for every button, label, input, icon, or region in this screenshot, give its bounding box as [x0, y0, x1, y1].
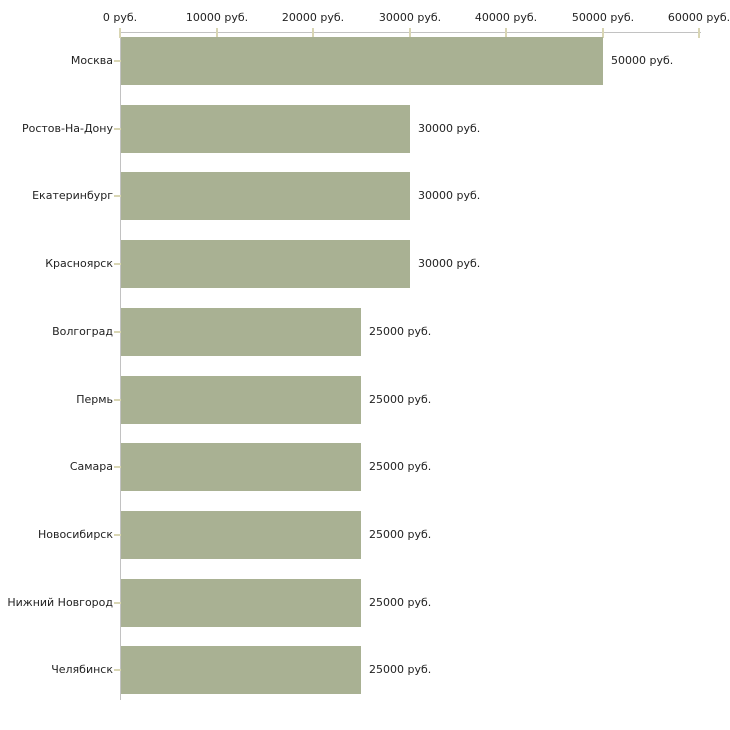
- category-tick: [114, 331, 121, 333]
- category-tick: [114, 128, 121, 130]
- x-axis-tick: [119, 28, 121, 38]
- category-label: Челябинск: [51, 663, 113, 676]
- bar-value-label: 30000 руб.: [418, 189, 481, 202]
- x-axis-tick-label: 50000 руб.: [571, 11, 635, 24]
- category-label: Нижний Новгород: [7, 596, 113, 609]
- y-axis-line: [120, 32, 121, 700]
- category-tick: [114, 263, 121, 265]
- category-tick: [114, 195, 121, 197]
- x-axis-tick: [602, 28, 604, 38]
- x-axis-tick: [312, 28, 314, 38]
- category-label: Пермь: [76, 393, 113, 406]
- x-axis-tick-label: 60000 руб.: [667, 11, 730, 24]
- category-label: Новосибирск: [37, 528, 113, 541]
- x-axis-tick: [409, 28, 411, 38]
- bar-value-label: 25000 руб.: [369, 663, 432, 676]
- bar: [121, 105, 410, 153]
- category-tick: [114, 602, 121, 604]
- bar: [121, 646, 361, 694]
- category-label: Волгоград: [52, 325, 113, 338]
- bar-value-label: 30000 руб.: [418, 122, 481, 135]
- x-axis-tick: [505, 28, 507, 38]
- bar-value-label: 30000 руб.: [418, 257, 481, 270]
- category-label: Екатеринбург: [32, 189, 113, 202]
- category-tick: [114, 669, 121, 671]
- category-tick: [114, 399, 121, 401]
- category-label: Москва: [70, 54, 113, 67]
- x-axis-tick-label: 30000 руб.: [378, 11, 442, 24]
- bar: [121, 240, 410, 288]
- category-tick: [114, 466, 121, 468]
- bar-value-label: 25000 руб.: [369, 325, 432, 338]
- bar-value-label: 25000 руб.: [369, 460, 432, 473]
- category-label: Ростов-На-Дону: [21, 122, 113, 135]
- category-label: Красноярск: [45, 257, 113, 270]
- x-axis-tick-label: 0 руб.: [102, 11, 138, 24]
- x-axis-tick: [216, 28, 218, 38]
- x-axis-tick-label: 40000 руб.: [474, 11, 538, 24]
- x-axis-tick-label: 10000 руб.: [185, 11, 249, 24]
- category-label: Самара: [69, 460, 113, 473]
- category-tick: [114, 60, 121, 62]
- bar: [121, 443, 361, 491]
- bar-value-label: 25000 руб.: [369, 393, 432, 406]
- bar: [121, 511, 361, 559]
- bar: [121, 37, 603, 85]
- bar-value-label: 25000 руб.: [369, 528, 432, 541]
- bar-value-label: 50000 руб.: [611, 54, 674, 67]
- bar: [121, 308, 361, 356]
- bar: [121, 579, 361, 627]
- category-tick: [114, 534, 121, 536]
- x-axis-tick: [698, 28, 700, 38]
- bar-value-label: 25000 руб.: [369, 596, 432, 609]
- x-axis-tick-label: 20000 руб.: [281, 11, 345, 24]
- bar: [121, 172, 410, 220]
- bar: [121, 376, 361, 424]
